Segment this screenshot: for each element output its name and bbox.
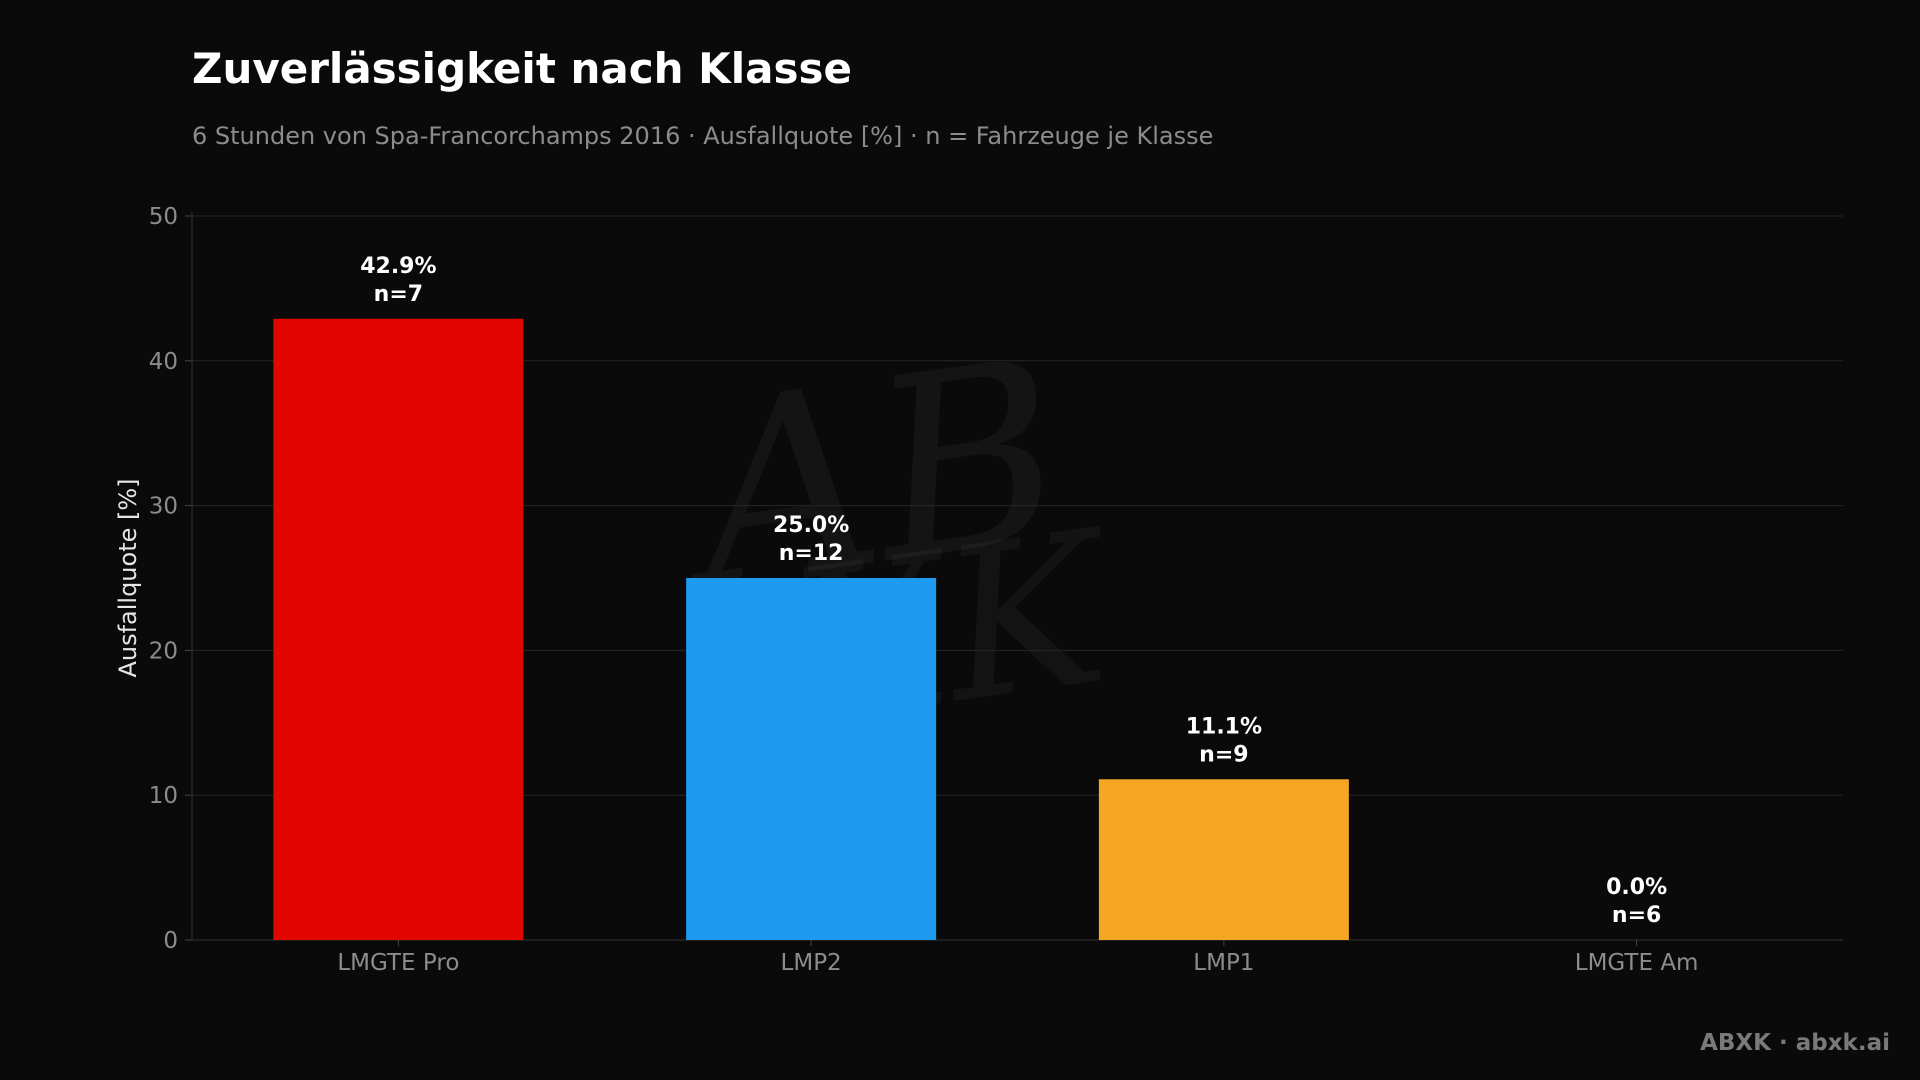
x-tick-label: LMP2 xyxy=(781,950,842,976)
x-tick-label: LMP1 xyxy=(1193,950,1254,976)
bar-n-label: n=7 xyxy=(374,282,423,307)
bar-n-label: n=9 xyxy=(1199,742,1248,767)
y-tick-label: 40 xyxy=(149,349,178,375)
bar-value-label: 0.0% xyxy=(1606,875,1667,900)
bar-value-label: 11.1% xyxy=(1186,714,1262,739)
bar-labels: LMGTE Pro 42.9% n=7 LMP2 25.0% n=12 LMP1 11.1% n… xyxy=(337,254,1698,976)
bar-value-label: 25.0% xyxy=(773,513,849,538)
y-tick-label: 50 xyxy=(149,204,178,230)
chart-subtitle: 6 Stunden von Spa-Francorchamps 2016 · A… xyxy=(192,122,1214,150)
x-tick-label: LMGTE Am xyxy=(1575,950,1699,976)
y-tick-label: 0 xyxy=(163,928,178,954)
bars xyxy=(273,318,1349,941)
y-tick-label: 10 xyxy=(149,783,178,809)
bar xyxy=(273,318,524,941)
bar-n-label: n=6 xyxy=(1612,903,1661,928)
bar-value-label: 42.9% xyxy=(360,254,436,279)
y-tick-label: 30 xyxy=(149,494,178,520)
bar-n-label: n=12 xyxy=(779,541,844,566)
chart-title: Zuverlässigkeit nach Klasse xyxy=(192,44,852,93)
bar xyxy=(686,578,937,940)
x-tick-label: LMGTE Pro xyxy=(337,950,459,976)
y-tick-label: 20 xyxy=(149,638,178,664)
y-axis-label: Ausfallquote [%] xyxy=(114,478,142,677)
footer-credit: ABXK · abxk.ai xyxy=(1700,1030,1890,1056)
bar xyxy=(1098,779,1349,940)
